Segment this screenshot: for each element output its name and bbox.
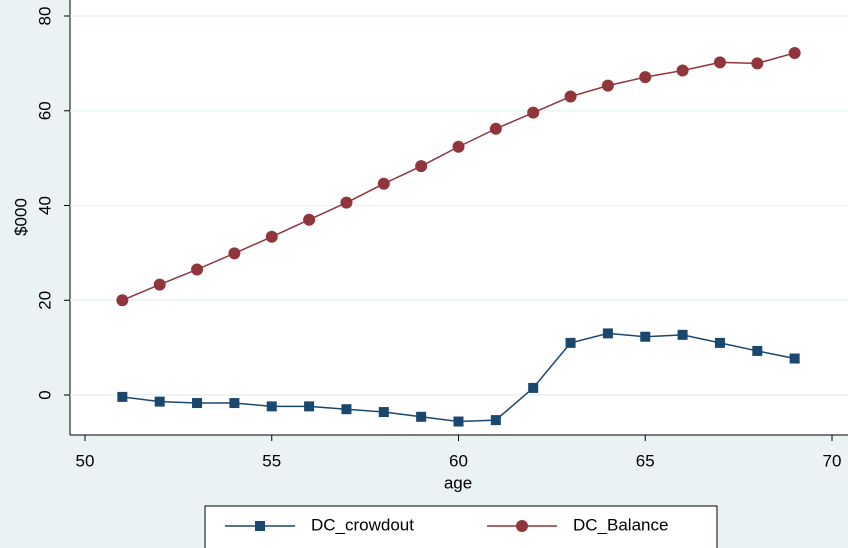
marker	[255, 521, 265, 531]
marker	[266, 401, 277, 412]
marker	[341, 404, 352, 415]
marker	[752, 345, 763, 356]
y-tick-label: 60	[35, 101, 54, 120]
marker	[564, 90, 577, 103]
marker	[228, 247, 241, 260]
marker	[489, 122, 502, 135]
marker	[640, 331, 651, 342]
y-tick-label: 80	[35, 7, 54, 26]
marker	[153, 278, 166, 291]
marker	[713, 56, 726, 69]
marker	[490, 415, 501, 426]
y-tick-label: 40	[35, 196, 54, 215]
marker	[304, 401, 315, 412]
y-tick-label: 0	[35, 390, 54, 399]
legend	[204, 505, 718, 548]
legend-label: DC_crowdout	[311, 515, 414, 534]
marker	[452, 140, 465, 153]
marker	[601, 79, 614, 92]
marker	[639, 71, 652, 84]
marker	[117, 391, 128, 402]
marker	[789, 353, 800, 364]
x-tick-label: 55	[262, 451, 281, 470]
marker	[516, 520, 528, 532]
marker	[116, 294, 129, 307]
marker	[528, 382, 539, 393]
legend-label: DC_Balance	[573, 515, 668, 534]
y-axis-title: $000	[11, 198, 30, 236]
y-tick-label: 20	[35, 291, 54, 310]
marker	[154, 396, 165, 407]
x-axis-title: age	[444, 473, 472, 492]
marker	[378, 407, 389, 418]
marker	[751, 57, 764, 70]
marker	[527, 106, 540, 119]
marker	[265, 230, 278, 243]
x-tick-label: 60	[449, 451, 468, 470]
marker	[340, 196, 353, 209]
x-tick-label: 70	[823, 451, 842, 470]
marker	[714, 337, 725, 348]
marker	[453, 416, 464, 427]
marker	[303, 213, 316, 226]
marker	[788, 46, 801, 59]
marker	[416, 411, 427, 422]
x-tick-label: 65	[636, 451, 655, 470]
marker	[229, 398, 240, 409]
marker	[602, 328, 613, 339]
marker	[415, 160, 428, 173]
x-tick-label: 50	[76, 451, 95, 470]
marker	[676, 64, 689, 77]
marker	[377, 177, 390, 190]
marker	[677, 329, 688, 340]
plot-area	[70, 0, 848, 435]
marker	[192, 398, 203, 409]
marker	[565, 337, 576, 348]
marker	[191, 263, 204, 276]
